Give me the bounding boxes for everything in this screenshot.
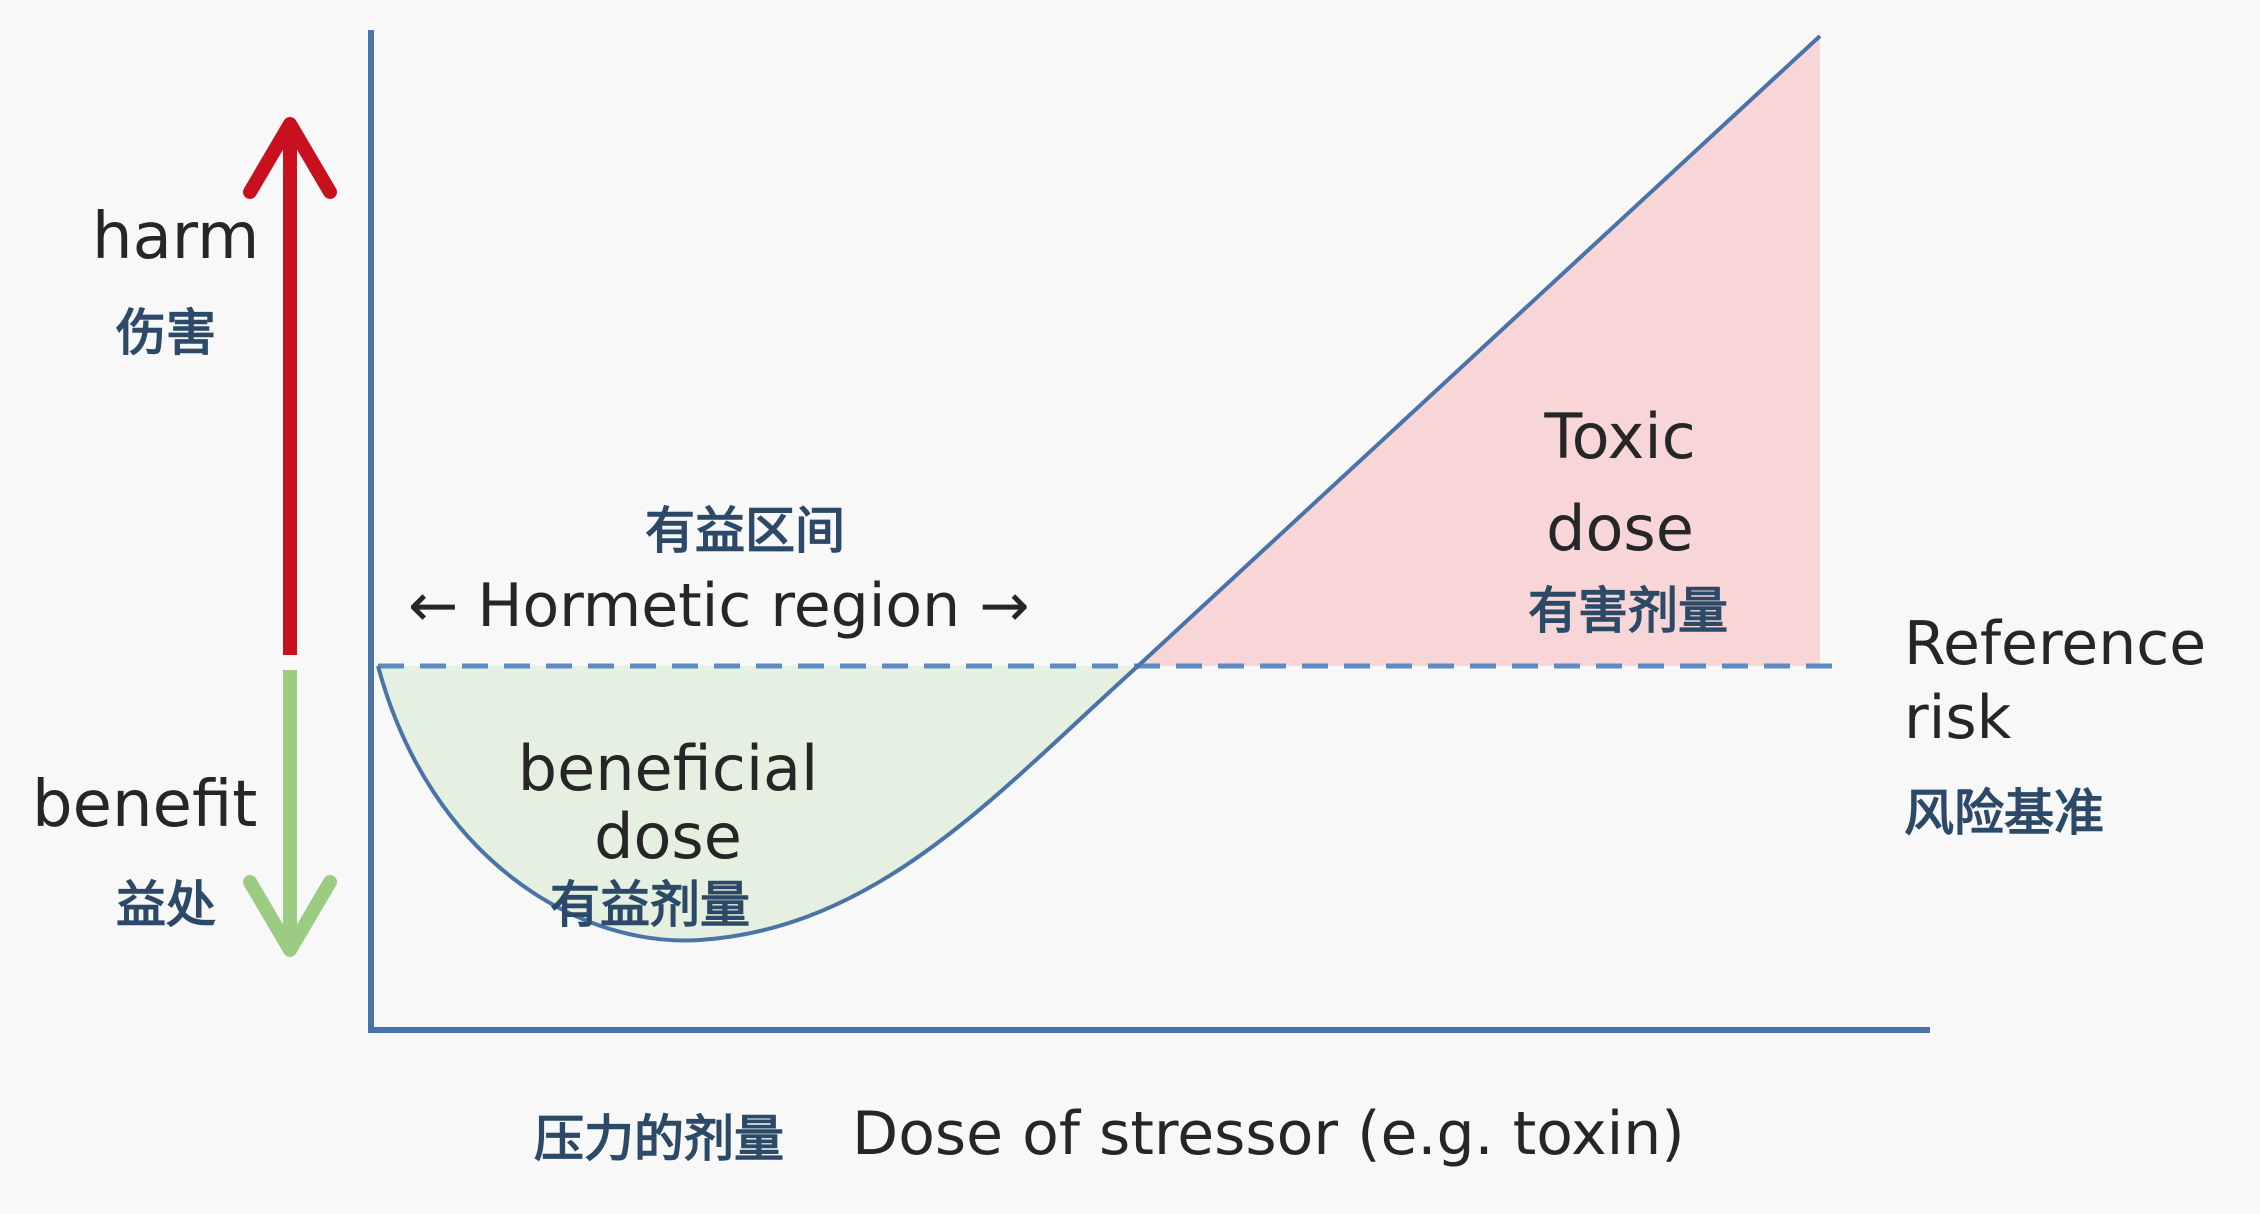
- beneficial-dose-area: [378, 666, 1138, 941]
- harm-label: harm: [92, 200, 259, 274]
- x-axis-title-zh: 压力的剂量: [534, 1110, 784, 1168]
- dose-response-curve: [376, 34, 1822, 943]
- hormetic-region-label: ← Hormetic region →: [408, 571, 1030, 641]
- benefit-label-zh: 益处: [116, 876, 216, 934]
- toxic-dose-label-zh: 有害剂量: [1528, 582, 1728, 640]
- beneficial-dose-label-line2: dose: [594, 800, 742, 873]
- toxic-dose-label-line2: dose: [1546, 492, 1694, 565]
- x-axis-title: Dose of stressor (e.g. toxin): [852, 1099, 1685, 1169]
- beneficial-dose-label-zh: 有益剂量: [550, 876, 750, 934]
- toxic-dose-label-line1: Toxic: [1543, 400, 1695, 473]
- benefit-label: benefit: [32, 768, 257, 842]
- reference-risk-label-line2: risk: [1904, 683, 2012, 753]
- hormetic-region-label-zh: 有益区间: [645, 502, 845, 560]
- harm-arrow-icon: [243, 117, 337, 655]
- benefit-arrow-icon: [243, 670, 337, 957]
- harm-label-zh: 伤害: [115, 304, 216, 362]
- beneficial-dose-label-line1: beneficial: [518, 732, 819, 805]
- reference-risk-label-line1: Reference: [1904, 609, 2206, 679]
- reference-risk-label-zh: 风险基准: [1904, 784, 2104, 842]
